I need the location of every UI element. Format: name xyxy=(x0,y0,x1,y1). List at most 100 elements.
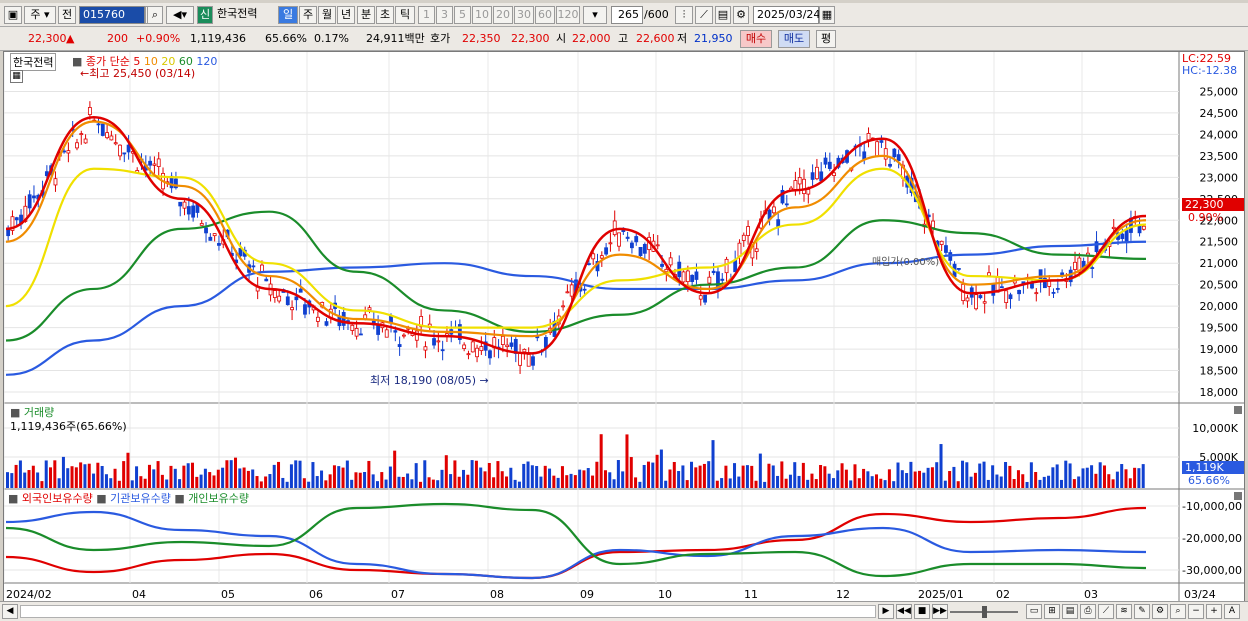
volume-bar xyxy=(1012,479,1016,488)
search-icon[interactable]: ⌕ xyxy=(1170,604,1186,619)
ma-legend[interactable]: ■ 종가 단순 5 10 20 60 120 xyxy=(72,55,218,68)
volume-bar xyxy=(707,461,711,488)
volume-bar xyxy=(685,480,689,488)
period-type[interactable]: 전 xyxy=(58,6,76,24)
volume-bar xyxy=(18,460,22,488)
zoom-out-icon[interactable]: − xyxy=(1188,604,1204,619)
draw-tool-icon[interactable]: ⟋ xyxy=(695,6,713,24)
scroll-left-icon[interactable]: ◀ xyxy=(2,604,18,619)
search-icon[interactable]: ⌕ xyxy=(147,6,163,24)
period-day[interactable]: 일 xyxy=(278,6,298,24)
volume-bar xyxy=(505,476,509,488)
volume-bar xyxy=(216,469,220,488)
split-icon[interactable]: ⊞ xyxy=(1044,604,1060,619)
volume-close-icon[interactable] xyxy=(1234,406,1242,414)
tick-1[interactable]: 1 xyxy=(418,6,435,24)
copy-icon[interactable]: ▤ xyxy=(1062,604,1078,619)
stop-icon[interactable]: ■ xyxy=(914,604,930,619)
holdings-legend[interactable]: ■ 외국인보유수량 ■ 기관보유수량 ■ 개인보유수량 xyxy=(8,492,250,505)
period-tick[interactable]: 틱 xyxy=(395,6,415,24)
table-icon[interactable]: ▦ xyxy=(10,70,23,83)
volume-bar xyxy=(612,479,616,488)
trend-icon[interactable]: ⟋ xyxy=(1098,604,1114,619)
tick-60[interactable]: 60 xyxy=(535,6,555,24)
volume-bar xyxy=(758,453,762,488)
tick-120[interactable]: 120 xyxy=(556,6,580,24)
tick-30[interactable]: 30 xyxy=(514,6,534,24)
volume-bar xyxy=(79,462,83,488)
layout-icon[interactable]: ▭ xyxy=(1026,604,1042,619)
period-month[interactable]: 월 xyxy=(318,6,336,24)
sell-button[interactable]: 매도 xyxy=(778,30,810,48)
tick-10[interactable]: 10 xyxy=(472,6,492,24)
period-minute[interactable]: 분 xyxy=(357,6,375,24)
volume-ratio: 65.66% xyxy=(265,32,307,45)
volume-bar xyxy=(651,462,655,488)
x-tick-label: 05 xyxy=(221,588,235,601)
volume-bar xyxy=(251,469,255,488)
window-icon[interactable]: ▣ xyxy=(4,6,22,24)
volume-bar xyxy=(1021,474,1025,488)
tick-5[interactable]: 5 xyxy=(454,6,471,24)
volume-bar xyxy=(999,476,1003,488)
speaker-icon[interactable]: ◀▾ xyxy=(166,6,194,24)
market-select[interactable]: 주 ▾ xyxy=(24,6,56,24)
volume-note: 1,119,436주(65.66%) xyxy=(10,420,127,433)
zoom-handle[interactable] xyxy=(982,606,987,618)
candle-body xyxy=(466,353,471,356)
chart-area[interactable]: 25,00024,50024,00023,50023,00022,50022,0… xyxy=(3,51,1245,607)
volume-bar xyxy=(896,462,900,488)
volume-bar xyxy=(397,476,401,488)
bottom-scrollbar[interactable]: ◀ ▶ ◀◀ ■ ▶▶ ▭ ⊞ ▤ ⎙ ⟋ ≋ ✎ ⚙ ⌕ − + A xyxy=(0,601,1248,621)
play-icon[interactable]: ▶▶ xyxy=(932,604,948,619)
volume-bar xyxy=(754,480,758,488)
buy-button[interactable]: 매수 xyxy=(740,30,772,48)
edit-icon[interactable]: ✎ xyxy=(1134,604,1150,619)
period-second[interactable]: 초 xyxy=(376,6,394,24)
zoom-in-icon[interactable]: + xyxy=(1206,604,1222,619)
volume-bar xyxy=(646,461,650,488)
price-chart-title[interactable]: 한국전력 xyxy=(10,53,57,71)
candle-body xyxy=(83,138,88,144)
gear-icon[interactable]: ⚙ xyxy=(733,6,749,24)
code-input[interactable]: 015760 xyxy=(79,6,145,24)
fib-icon[interactable]: ≋ xyxy=(1116,604,1132,619)
scroll-right-icon[interactable]: ▶ xyxy=(878,604,894,619)
volume-bar xyxy=(573,475,577,488)
holdings-close-icon[interactable] xyxy=(1234,492,1242,500)
candle-body xyxy=(212,233,217,237)
volume-bar xyxy=(548,468,552,488)
tick-3[interactable]: 3 xyxy=(436,6,453,24)
candle-body xyxy=(1141,225,1146,230)
volume-bar xyxy=(147,464,151,488)
font-size-icon[interactable]: A xyxy=(1224,604,1240,619)
period-year[interactable]: 년 xyxy=(337,6,355,24)
volume-title[interactable]: ■ 거래량 xyxy=(10,406,55,419)
rewind-icon[interactable]: ◀◀ xyxy=(896,604,912,619)
candle-body xyxy=(561,305,566,308)
eval-button[interactable]: 평 xyxy=(816,30,836,48)
volume-bar xyxy=(991,465,995,488)
calendar-icon[interactable]: ▦ xyxy=(819,6,835,24)
tick-custom-select[interactable]: ▾ xyxy=(583,6,607,24)
candle-body xyxy=(277,295,282,302)
volume-bar xyxy=(1064,460,1068,488)
print-icon[interactable]: ⎙ xyxy=(1080,604,1096,619)
volume-bar xyxy=(982,461,986,488)
volume-bar xyxy=(44,460,48,488)
date-input[interactable]: 2025/03/24 xyxy=(753,6,820,24)
volume-bar xyxy=(1090,465,1094,488)
period-week[interactable]: 주 xyxy=(299,6,317,24)
tool-icon[interactable]: ⚙ xyxy=(1152,604,1168,619)
stock-name[interactable]: 한국전력 xyxy=(217,7,258,20)
count-input[interactable]: 265 xyxy=(611,6,643,24)
candle-body xyxy=(148,160,153,166)
candle-icon[interactable]: ⫶ xyxy=(675,6,693,24)
save-icon[interactable]: ▤ xyxy=(715,6,731,24)
candle-body xyxy=(543,336,548,348)
volume-bar xyxy=(186,463,190,488)
volume-bar xyxy=(926,467,930,488)
scroll-track[interactable] xyxy=(20,605,876,618)
volume-bar xyxy=(354,472,358,488)
tick-20[interactable]: 20 xyxy=(493,6,513,24)
